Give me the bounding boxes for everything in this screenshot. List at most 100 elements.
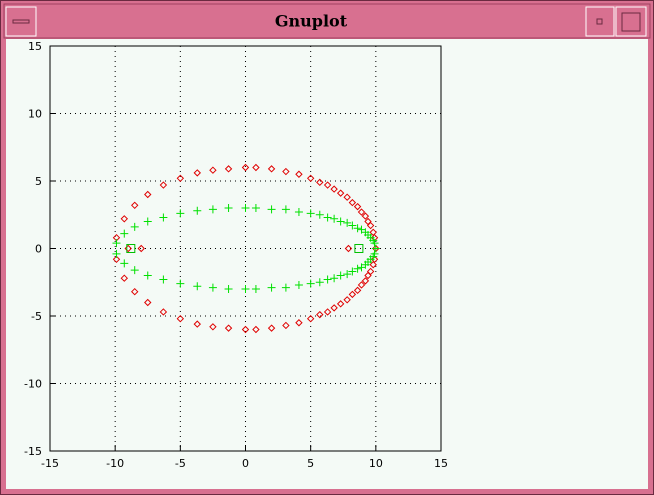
y-tick-label: 0	[35, 243, 42, 256]
diamond-point	[193, 320, 201, 328]
diamond-point	[144, 190, 152, 199]
diamond-point	[366, 267, 375, 276]
plus-point	[343, 218, 352, 227]
diamond-point	[267, 324, 276, 332]
plus-point	[143, 217, 152, 226]
plus-point	[143, 271, 152, 280]
diamond-point	[330, 185, 338, 193]
diamond-point	[252, 325, 260, 334]
plus-point	[323, 213, 332, 222]
plus-point	[353, 264, 362, 273]
diamond-point	[306, 314, 315, 323]
diamond-point	[124, 244, 132, 253]
diamond-point	[120, 215, 128, 223]
diamond-point	[344, 244, 353, 253]
y-tick-label: -10	[24, 378, 42, 391]
diamond-point	[353, 202, 362, 211]
x-tick-label: -10	[106, 457, 124, 470]
diamond-point	[357, 281, 366, 289]
plus-point	[343, 270, 352, 279]
plus-point	[224, 204, 233, 212]
diamond-point	[209, 323, 217, 331]
diamond-point	[330, 304, 338, 312]
diamond-point	[176, 314, 185, 323]
diamond-point	[323, 181, 332, 189]
plus-point	[294, 208, 303, 217]
plus-point	[251, 285, 260, 293]
plus-point	[241, 204, 250, 212]
minimize-icon	[596, 18, 603, 25]
plus-point	[120, 259, 129, 268]
diamond-point	[361, 277, 370, 285]
plus-point	[281, 283, 290, 292]
plus-point	[241, 285, 250, 293]
y-tick-label: -15	[24, 445, 42, 458]
diamond-point	[343, 193, 351, 201]
diamond-point	[348, 290, 357, 299]
maximize-button[interactable]	[615, 6, 647, 37]
plus-point	[251, 204, 260, 212]
menu-button[interactable]	[5, 6, 37, 37]
diamond-point	[252, 163, 260, 172]
x-tick-label: 5	[307, 457, 314, 470]
diamond-point	[159, 181, 168, 189]
y-tick-label: 5	[35, 175, 42, 188]
diamond-point	[295, 170, 303, 178]
diamond-point	[131, 287, 139, 296]
title-bar	[3, 3, 651, 39]
plot-canvas	[6, 39, 648, 489]
diamond-point	[120, 274, 128, 282]
plot: -15 -10 -5 0 5 10 15 -15 -10 -5 0 5 10 15	[24, 40, 448, 470]
diamond-point	[159, 308, 168, 316]
diamond-point	[336, 189, 345, 197]
diamond-point	[241, 325, 250, 334]
plus-point	[176, 209, 185, 218]
plus-point	[371, 244, 380, 253]
plus-point	[267, 205, 276, 214]
diamond-point	[241, 163, 250, 172]
diamond-point	[131, 201, 139, 210]
plus-point	[306, 279, 315, 288]
plus-point	[336, 271, 345, 280]
plus-point	[159, 275, 168, 284]
plus-point	[130, 222, 139, 231]
plus-point	[315, 210, 324, 219]
plus-point	[224, 285, 233, 293]
plus-point	[112, 239, 121, 248]
plus-point	[267, 283, 276, 292]
minimize-button[interactable]	[585, 6, 615, 37]
diamond-point	[361, 212, 370, 220]
plus-point	[330, 214, 339, 223]
window-title: Gnuplot	[275, 12, 348, 31]
plot-border	[49, 45, 442, 452]
plus-point	[176, 279, 185, 288]
diamond-point	[370, 255, 379, 264]
plus-point	[353, 224, 362, 233]
diamond-point	[193, 169, 201, 177]
plus-point	[208, 205, 217, 214]
plus-point	[306, 209, 315, 218]
x-tick-label: 0	[242, 457, 249, 470]
maximize-icon	[621, 12, 641, 32]
diamond-point	[366, 221, 375, 230]
plus-point	[336, 217, 345, 226]
x-tick-label: 15	[434, 457, 448, 470]
x-tick-label: -5	[175, 457, 186, 470]
plus-point	[315, 278, 324, 287]
diamond-point	[282, 321, 290, 330]
plus-point	[348, 267, 357, 276]
x-tick-label: 10	[369, 457, 383, 470]
plus-point	[294, 280, 303, 289]
diamond-point	[336, 300, 345, 308]
plus-point	[208, 283, 217, 292]
plus-point	[370, 239, 379, 248]
plus-point	[193, 282, 202, 291]
diamond-point	[357, 208, 366, 216]
diamond-point	[137, 244, 145, 253]
plus-point	[120, 229, 129, 238]
diamond-point	[369, 260, 377, 269]
plus-point	[130, 266, 139, 275]
diamond-point	[282, 167, 290, 176]
